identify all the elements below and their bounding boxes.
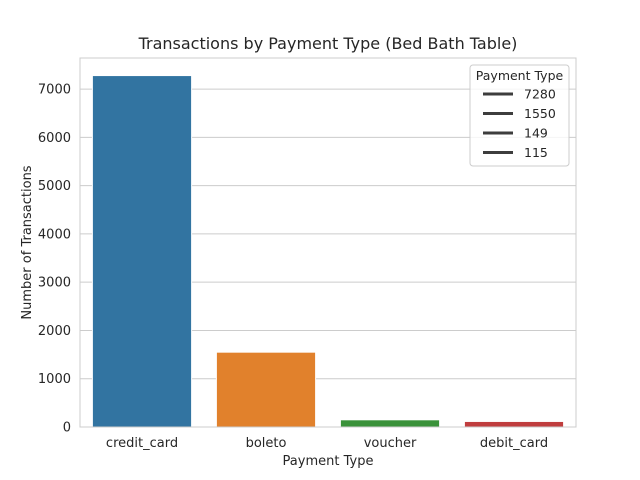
bar-credit_card — [91, 75, 193, 428]
y-tick-label: 4000 — [38, 227, 71, 242]
x-tick-label: voucher — [364, 436, 417, 451]
bars — [91, 75, 565, 428]
legend-box — [469, 64, 570, 167]
y-tick-label: 0 — [63, 421, 71, 436]
legend-entries: 7280 1550 149 115 — [483, 87, 556, 160]
x-tick-label: credit_card — [106, 436, 178, 451]
y-axis-label: Number of Transactions — [20, 165, 35, 319]
y-tick-label: 6000 — [38, 131, 71, 146]
x-axis-label: Payment Type — [283, 454, 374, 469]
legend: Payment Type 7280 1550 149 115 — [469, 64, 570, 167]
bar-boleto — [215, 351, 317, 428]
legend-title: Payment Type — [476, 68, 564, 83]
y-tick-label: 3000 — [38, 276, 71, 291]
bar-debit_card — [463, 420, 565, 428]
legend-entry-label: 7280 — [524, 87, 556, 102]
legend-entry-label: 115 — [524, 145, 548, 160]
chart-title: Transactions by Payment Type (Bed Bath T… — [138, 34, 518, 53]
y-tick-label: 5000 — [38, 179, 71, 194]
legend-entry-label: 1550 — [524, 106, 556, 121]
bar-voucher — [339, 419, 441, 428]
x-tick-label: debit_card — [480, 436, 548, 451]
y-tick-label: 1000 — [38, 372, 71, 387]
plot-frame — [79, 57, 577, 428]
legend-entry-label: 149 — [524, 126, 548, 141]
y-tick-labels: 0 1000 2000 3000 4000 5000 6000 7000 — [38, 83, 71, 436]
x-tick-label: boleto — [246, 436, 287, 451]
y-tick-label: 2000 — [38, 324, 71, 339]
x-tick-labels: credit_card boleto voucher debit_card — [106, 436, 548, 451]
y-tick-label: 7000 — [38, 83, 71, 98]
